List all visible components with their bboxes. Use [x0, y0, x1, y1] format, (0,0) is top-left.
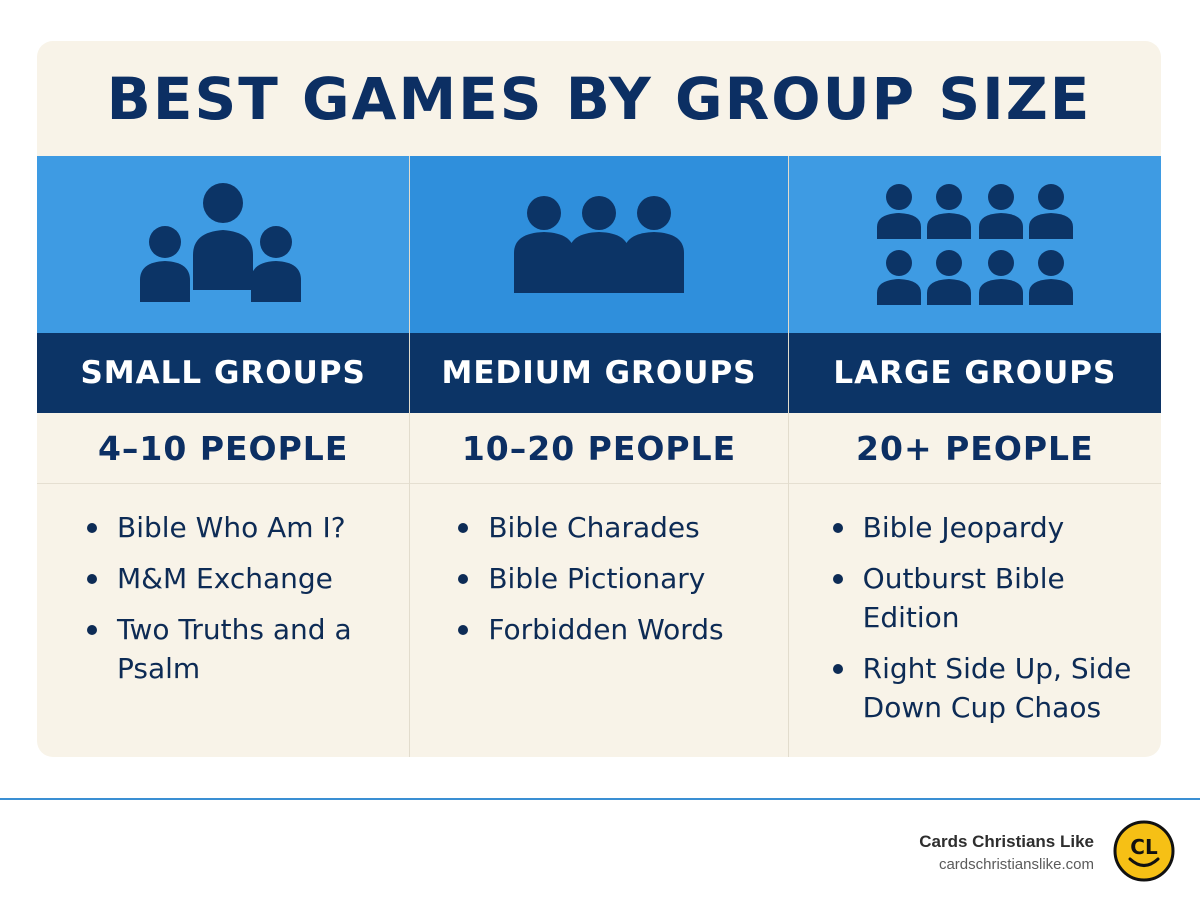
game-name: Bible Pictionary [488, 562, 706, 595]
list-item: Bible Jeopardy [832, 508, 1149, 547]
list-item: Forbidden Words [458, 610, 775, 649]
infographic-card: BEST GAMES BY GROUP SIZE [37, 41, 1161, 757]
bullet-icon [832, 664, 843, 674]
icon-band [410, 156, 788, 333]
bullet-icon [458, 574, 469, 584]
medium-group-people-icon [514, 195, 684, 293]
group-label: MEDIUM GROUPS [410, 333, 788, 413]
group-label: SMALL GROUPS [37, 333, 410, 413]
bullet-icon [458, 523, 469, 533]
game-name: Bible Charades [488, 511, 700, 544]
page-title: BEST GAMES BY GROUP SIZE [106, 64, 1092, 133]
icon-band [788, 156, 1161, 333]
game-name: Right Side Up, Side Down Cup Chaos [862, 652, 1132, 724]
column-large-groups: LARGE GROUPS 20+ PEOPLE Bible Jeopardy O… [788, 156, 1161, 757]
games-list: Bible Who Am I? M&M Exchange Two Truths … [37, 484, 409, 688]
game-name: Bible Who Am I? [117, 511, 346, 544]
list-item: Two Truths and a Psalm [87, 610, 397, 688]
list-item: Bible Who Am I? [87, 508, 397, 547]
bullet-icon [87, 523, 97, 533]
game-name: Outburst Bible Edition [862, 562, 1065, 634]
brand-url[interactable]: cardschristianslike.com [938, 856, 1094, 873]
list-item: Outburst Bible Edition [832, 559, 1149, 637]
bullet-icon [458, 625, 469, 635]
column-small-groups: SMALL GROUPS 4–10 PEOPLE Bible Who Am I?… [37, 156, 411, 757]
small-group-people-icon [140, 182, 302, 302]
bullet-icon [87, 574, 97, 584]
list-item: M&M Exchange [87, 559, 397, 598]
footer-divider [0, 798, 1200, 800]
group-label: LARGE GROUPS [788, 333, 1161, 413]
bullet-icon [832, 523, 843, 533]
list-item: Bible Charades [458, 508, 775, 547]
large-group-people-icon [876, 183, 1073, 305]
people-count: 10–20 PEOPLE [410, 413, 788, 484]
brand-name: Cards Christians Like [919, 832, 1094, 851]
people-count: 4–10 PEOPLE [37, 413, 410, 484]
game-name: Forbidden Words [488, 613, 724, 646]
column-medium-groups: MEDIUM GROUPS 10–20 PEOPLE Bible Charade… [410, 156, 789, 757]
bullet-icon [87, 625, 97, 635]
logo-text: CL [1130, 835, 1158, 859]
list-item: Bible Pictionary [458, 559, 775, 598]
group-columns: SMALL GROUPS 4–10 PEOPLE Bible Who Am I?… [37, 156, 1161, 757]
bullet-icon [832, 574, 843, 584]
game-name: M&M Exchange [117, 562, 333, 595]
games-list: Bible Jeopardy Outburst Bible Edition Ri… [789, 484, 1161, 727]
icon-band [37, 156, 410, 333]
games-list: Bible Charades Bible Pictionary Forbidde… [410, 484, 787, 649]
people-count: 20+ PEOPLE [788, 413, 1161, 484]
game-name: Two Truths and a Psalm [117, 613, 352, 685]
footer-branding: Cards Christians Like cardschristianslik… [919, 830, 1094, 876]
game-name: Bible Jeopardy [862, 511, 1065, 544]
smiley-logo-icon: CL [1113, 820, 1175, 882]
list-item: Right Side Up, Side Down Cup Chaos [832, 649, 1149, 727]
